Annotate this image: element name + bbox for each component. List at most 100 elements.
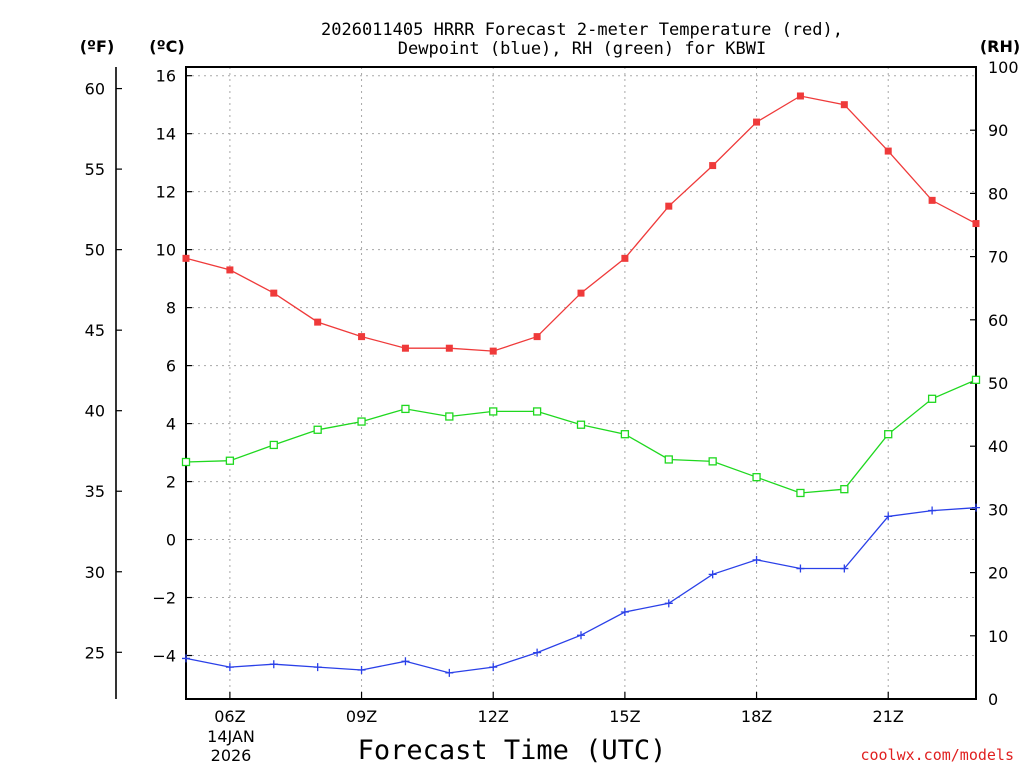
rh-point — [269, 440, 278, 450]
rh-axis: 0 10 20 30 40 50 60 70 80 90 100 — [970, 58, 1019, 709]
fahrenheit-tick-label: 60 — [85, 80, 105, 99]
temperature-point — [753, 118, 761, 126]
temperature-point — [972, 220, 980, 228]
plot-frame — [185, 66, 977, 700]
dewpoint-point — [225, 663, 234, 672]
dewpoint-point — [401, 657, 410, 666]
temperature-point — [709, 162, 717, 170]
temperature-point — [314, 318, 322, 326]
rh-point — [313, 425, 322, 434]
dewpoint-line — [185, 507, 977, 674]
time-tick-label: 15Z — [609, 707, 640, 726]
dewpoint-point — [313, 663, 322, 672]
celsius-tick-label: 10 — [156, 241, 176, 260]
celsius-tick-label: 12 — [156, 183, 176, 202]
rh-point — [181, 457, 191, 467]
fahrenheit-tick-label: 35 — [85, 482, 105, 501]
rh-tick-label: 0 — [988, 690, 998, 709]
dewpoint-point — [182, 654, 190, 663]
fahrenheit-tick-label: 55 — [85, 160, 105, 179]
rh-point — [796, 488, 805, 498]
rh-tick-label: 50 — [988, 374, 1008, 393]
celsius-tick-label: 0 — [166, 531, 176, 550]
fahrenheit-axis: 25 30 35 40 45 50 55 60 — [85, 80, 122, 662]
time-tick-label: 09Z — [346, 707, 377, 726]
temperature-point — [226, 266, 234, 274]
rh-point — [884, 430, 893, 439]
temperature-point — [182, 254, 190, 262]
celsius-unit-label: (ºC) — [149, 37, 184, 56]
dewpoint-point — [445, 668, 454, 677]
rh-line — [185, 379, 977, 494]
temperature-point — [577, 289, 585, 297]
celsius-tick-label: 6 — [166, 357, 176, 376]
rh-tick-label: 100 — [988, 58, 1019, 77]
fahrenheit-tick-label: 40 — [85, 402, 105, 421]
rh-point — [489, 407, 498, 416]
date-label-day: 14JAN — [207, 727, 255, 746]
dewpoint-point — [796, 564, 805, 573]
celsius-axis: −4 −2 0 2 4 6 8 10 12 14 16 — [152, 67, 192, 666]
rh-point — [445, 412, 454, 421]
rh-tick-label: 80 — [988, 184, 1008, 203]
rh-point — [708, 457, 717, 466]
rh-tick-label: 30 — [988, 500, 1008, 519]
rh-point — [927, 394, 937, 403]
dewpoint-point — [752, 555, 761, 564]
fahrenheit-tick-label: 50 — [85, 241, 105, 260]
temperature-point — [928, 196, 936, 204]
rh-unit-label: (RH) — [980, 37, 1020, 56]
rh-tick-label: 40 — [988, 437, 1008, 456]
grid-lines — [186, 67, 976, 699]
chart-title-line1: 2026011405 HRRR Forecast 2-meter Tempera… — [321, 20, 843, 40]
rh-tick-label: 60 — [988, 311, 1008, 330]
temperature-point — [884, 147, 892, 155]
rh-point — [225, 456, 235, 465]
time-tick-label: 12Z — [478, 707, 509, 726]
dewpoint-point — [928, 506, 937, 515]
rh-point — [401, 404, 410, 414]
dewpoint-point — [577, 631, 585, 640]
fahrenheit-tick-label: 30 — [85, 563, 105, 582]
celsius-tick-label: 16 — [156, 67, 176, 86]
temperature-point — [401, 344, 409, 352]
dewpoint-point — [533, 648, 542, 657]
fahrenheit-tick-label: 25 — [85, 643, 105, 662]
rh-tick-label: 90 — [988, 121, 1008, 140]
celsius-tick-label: 4 — [166, 415, 176, 434]
rh-point — [840, 485, 849, 494]
time-axis: 06Z 09Z 12Z 15Z 18Z 21Z — [214, 692, 904, 726]
temperature-point — [358, 333, 366, 341]
dewpoint-point — [708, 570, 717, 579]
temperature-point — [796, 92, 804, 100]
rh-point — [532, 407, 542, 416]
date-label-year: 2026 — [211, 746, 252, 765]
chart-title-line2: Dewpoint (blue), RH (green) for KBWI — [398, 39, 766, 59]
dewpoint-point — [664, 599, 673, 608]
time-tick-label: 06Z — [214, 707, 245, 726]
temperature-point — [489, 347, 497, 355]
dewpoint-point — [972, 503, 980, 512]
fahrenheit-tick-label: 45 — [85, 321, 105, 340]
temperature-line — [185, 95, 977, 352]
dewpoint-point — [840, 564, 849, 573]
celsius-tick-label: −4 — [152, 647, 176, 666]
rh-tick-label: 10 — [988, 627, 1008, 646]
rh-point — [576, 420, 586, 429]
temperature-point — [445, 344, 453, 352]
dewpoint-point — [269, 660, 278, 669]
temperature-point — [270, 289, 278, 297]
celsius-tick-label: 14 — [156, 125, 176, 144]
time-tick-label: 21Z — [873, 707, 904, 726]
rh-point — [664, 455, 673, 464]
dewpoint-point — [620, 608, 629, 617]
fahrenheit-unit-label: (ºF) — [80, 37, 115, 56]
celsius-tick-label: −2 — [152, 589, 176, 608]
rh-point — [971, 375, 981, 384]
temperature-point — [533, 333, 541, 341]
celsius-tick-label: 8 — [166, 299, 176, 318]
rh-tick-label: 20 — [988, 564, 1008, 583]
series-layer — [181, 92, 981, 677]
watermark: coolwx.com/models — [860, 746, 1014, 764]
